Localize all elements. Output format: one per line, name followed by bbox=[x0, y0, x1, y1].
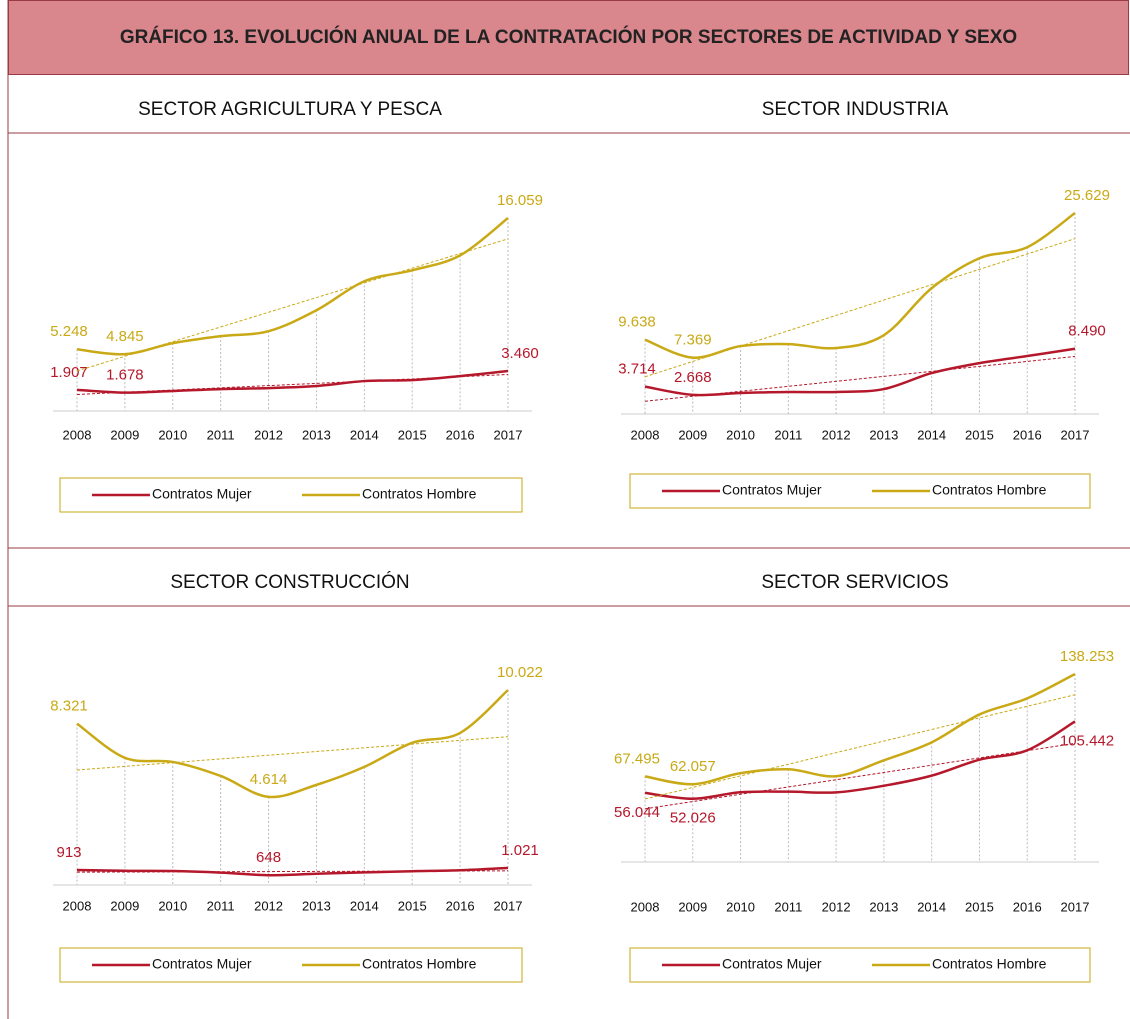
x-tick-label: 2017 bbox=[494, 898, 523, 913]
data-label: 7.369 bbox=[674, 332, 712, 349]
x-tick-label: 2015 bbox=[965, 899, 994, 914]
x-tick-label: 2011 bbox=[774, 899, 802, 914]
data-label: 913 bbox=[56, 844, 81, 861]
x-tick-label: 2013 bbox=[302, 898, 331, 913]
data-label: 67.495 bbox=[614, 750, 660, 767]
x-tick-label: 2011 bbox=[774, 427, 802, 442]
data-label: 3.460 bbox=[501, 345, 539, 362]
x-tick-label: 2016 bbox=[446, 898, 475, 913]
x-tick-label: 2013 bbox=[302, 427, 331, 442]
x-tick-label: 2008 bbox=[63, 898, 92, 913]
x-tick-label: 2014 bbox=[350, 898, 379, 913]
x-tick-label: 2013 bbox=[869, 899, 898, 914]
legend-label: Contratos Hombre bbox=[362, 956, 477, 972]
legend-box bbox=[59, 477, 523, 513]
legend-label: Contratos Mujer bbox=[722, 482, 822, 498]
x-tick-label: 2009 bbox=[678, 899, 707, 914]
data-label: 5.248 bbox=[50, 323, 88, 340]
legend-label: Contratos Hombre bbox=[932, 956, 1047, 972]
data-label: 25.629 bbox=[1064, 187, 1110, 204]
x-tick-label: 2017 bbox=[1061, 427, 1090, 442]
x-tick-label: 2008 bbox=[63, 427, 92, 442]
x-tick-label: 2012 bbox=[822, 427, 851, 442]
data-label: 10.022 bbox=[497, 664, 543, 681]
x-tick-label: 2017 bbox=[1061, 899, 1090, 914]
x-tick-label: 2016 bbox=[1013, 427, 1042, 442]
data-label: 8.490 bbox=[1068, 323, 1106, 340]
x-tick-label: 2010 bbox=[726, 427, 755, 442]
x-tick-label: 2014 bbox=[917, 899, 946, 914]
x-tick-label: 2017 bbox=[494, 427, 523, 442]
x-tick-label: 2016 bbox=[446, 427, 475, 442]
trend-line bbox=[644, 694, 1076, 800]
data-label: 9.638 bbox=[618, 314, 656, 331]
x-tick-label: 2013 bbox=[869, 427, 898, 442]
data-label: 4.845 bbox=[106, 328, 144, 345]
data-label: 648 bbox=[256, 849, 281, 866]
series-line bbox=[76, 369, 509, 394]
data-label: 52.026 bbox=[670, 810, 716, 827]
data-label: 2.668 bbox=[674, 369, 712, 386]
data-label: 1.907 bbox=[50, 364, 88, 381]
data-label: 16.059 bbox=[497, 192, 543, 209]
x-tick-label: 2014 bbox=[917, 427, 946, 442]
x-tick-label: 2012 bbox=[822, 899, 851, 914]
x-tick-label: 2010 bbox=[726, 899, 755, 914]
header-title: GRÁFICO 13. EVOLUCIÓN ANUAL DE LA CONTRA… bbox=[8, 0, 1129, 75]
data-label: 138.253 bbox=[1060, 648, 1114, 665]
x-tick-label: 2008 bbox=[631, 899, 660, 914]
chart-title: SECTOR SERVICIOS bbox=[761, 572, 948, 593]
x-tick-label: 2011 bbox=[207, 898, 235, 913]
x-tick-label: 2009 bbox=[678, 427, 707, 442]
data-label: 8.321 bbox=[50, 698, 88, 715]
x-tick-label: 2010 bbox=[158, 898, 187, 913]
chart-title: SECTOR CONSTRUCCIÓN bbox=[170, 571, 409, 593]
series-line bbox=[644, 211, 1076, 359]
x-tick-label: 2011 bbox=[207, 427, 235, 442]
legend-box bbox=[59, 947, 523, 983]
x-tick-label: 2008 bbox=[631, 427, 660, 442]
x-tick-label: 2012 bbox=[254, 427, 283, 442]
chart-title: SECTOR AGRICULTURA Y PESCA bbox=[138, 99, 442, 120]
x-tick-label: 2015 bbox=[398, 427, 427, 442]
x-tick-label: 2016 bbox=[1013, 899, 1042, 914]
data-label: 105.442 bbox=[1060, 732, 1114, 749]
x-tick-label: 2015 bbox=[965, 427, 994, 442]
data-label: 4.614 bbox=[250, 771, 288, 788]
legend-label: Contratos Hombre bbox=[362, 486, 477, 502]
series-line bbox=[644, 720, 1076, 800]
series-line bbox=[76, 217, 509, 356]
x-tick-label: 2010 bbox=[158, 427, 187, 442]
series-line bbox=[644, 672, 1076, 786]
legend-label: Contratos Mujer bbox=[152, 486, 252, 502]
legend-label: Contratos Mujer bbox=[152, 956, 252, 972]
legend-box bbox=[629, 947, 1091, 983]
trend-line bbox=[644, 742, 1076, 810]
legend-label: Contratos Mujer bbox=[722, 956, 822, 972]
x-tick-label: 2014 bbox=[350, 427, 379, 442]
x-tick-label: 2009 bbox=[110, 427, 139, 442]
trend-line bbox=[76, 736, 509, 771]
legend-box bbox=[629, 473, 1091, 509]
x-tick-label: 2015 bbox=[398, 898, 427, 913]
data-label: 3.714 bbox=[618, 361, 656, 378]
series-line bbox=[644, 347, 1076, 397]
data-label: 1.021 bbox=[501, 842, 539, 859]
legend-label: Contratos Hombre bbox=[932, 482, 1047, 498]
x-tick-label: 2009 bbox=[110, 898, 139, 913]
x-tick-label: 2012 bbox=[254, 898, 283, 913]
data-label: 1.678 bbox=[106, 367, 144, 384]
chart-title: SECTOR INDUSTRIA bbox=[762, 99, 949, 120]
series-line bbox=[76, 689, 509, 799]
series-line bbox=[76, 866, 509, 877]
data-label: 62.057 bbox=[670, 758, 716, 775]
data-label: 56.044 bbox=[614, 804, 660, 821]
